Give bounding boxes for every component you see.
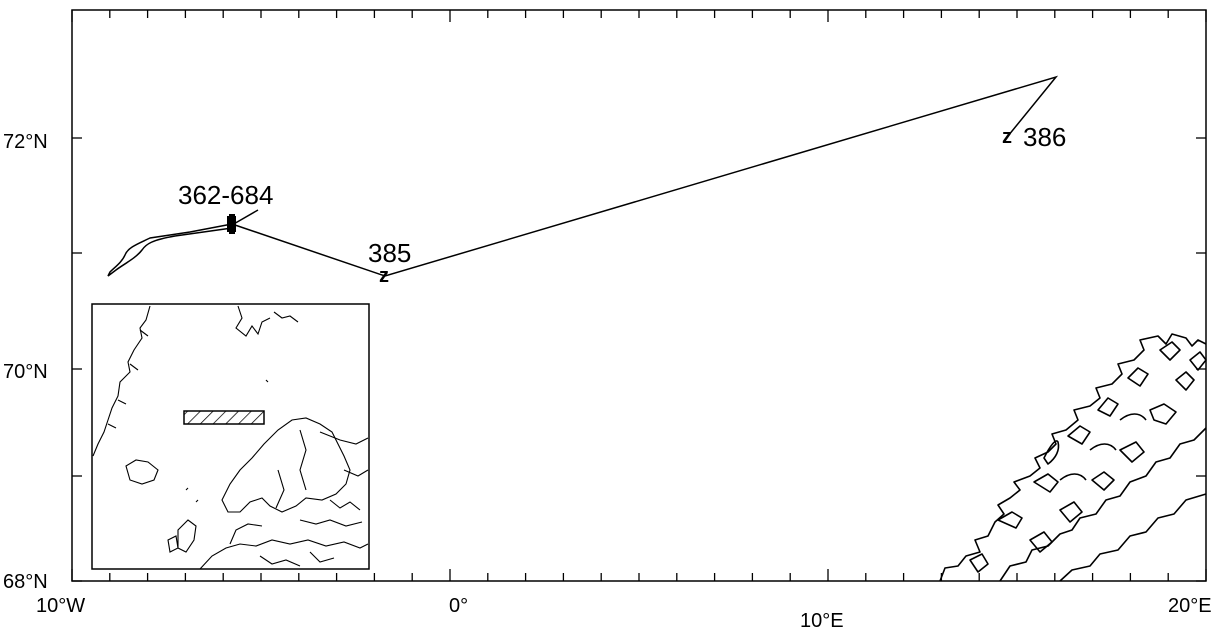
station-385-marker: z [379,265,389,287]
station-362-684-label: 362-684 [178,180,273,210]
lat-label-70: 70°N [3,361,48,383]
inset-map [91,303,370,570]
lon-label-10e: 10°E [800,610,844,632]
lon-label-20e: 20°E [1168,595,1212,617]
lat-label-68: 68°N [3,571,48,593]
lat-label-72: 72°N [3,131,48,153]
station-386-label: 386 [1023,122,1066,152]
station-362-684-marker [227,214,236,234]
cruise-track [107,75,1059,277]
inset-study-area-box [183,410,265,425]
station-385-label: 385 [368,238,411,268]
lon-label-0: 0° [449,595,468,617]
lon-label-10w: 10°W [36,595,85,617]
axis-ticks [71,10,1207,582]
norway-coastline [939,333,1207,582]
station-386-marker: z [1002,126,1012,148]
